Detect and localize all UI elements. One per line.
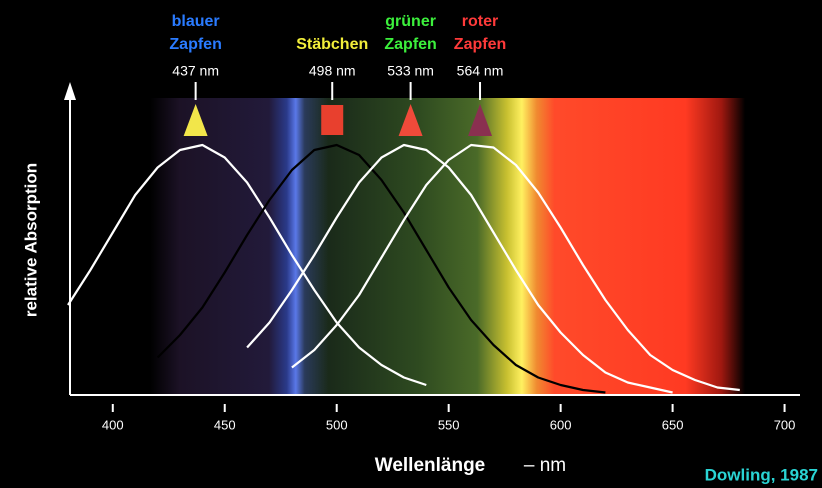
receptor-name: grüner (385, 13, 436, 30)
peak-marker (183, 104, 208, 136)
x-axis-label: Wellenlänge (375, 455, 486, 476)
plot: 400 450 500 550 600 650 700 blauer Zapfen 437 nm S… (67, 13, 796, 432)
absorption-curve (156, 143, 606, 394)
receptor-name: Zapfen (384, 36, 436, 53)
source: Dowling, 1987 (705, 465, 818, 484)
peak-marker (398, 104, 423, 136)
absorption-curve (246, 143, 673, 394)
x-axis-unit: – nm (524, 455, 566, 476)
receptor-name: Stäbchen (296, 36, 368, 53)
absorption-curve (67, 143, 427, 387)
receptor-name: Zapfen (169, 36, 221, 53)
peak-label: 564 nm (457, 63, 504, 79)
peak-marker (468, 104, 493, 136)
x-tick-label: 650 (662, 417, 684, 432)
receptor-name: roter (462, 13, 498, 30)
y-axis-label: relative Absorption (21, 163, 40, 317)
receptor-name: blauer (172, 13, 220, 30)
absorption-curve (291, 143, 740, 392)
x-tick-label: 400 (102, 417, 124, 432)
x-tick-label: 450 (214, 417, 236, 432)
y-axis-arrow (64, 82, 76, 100)
x-tick-label: 500 (326, 417, 348, 432)
peak-marker (321, 105, 344, 135)
peak-label: 533 nm (387, 63, 434, 79)
x-tick-label: 600 (550, 417, 572, 432)
x-tick-label: 550 (438, 417, 460, 432)
receptor-name: Zapfen (454, 36, 506, 53)
peak-label: 437 nm (172, 63, 219, 79)
peak-label: 498 nm (309, 63, 356, 79)
x-tick-label: 700 (774, 417, 796, 432)
